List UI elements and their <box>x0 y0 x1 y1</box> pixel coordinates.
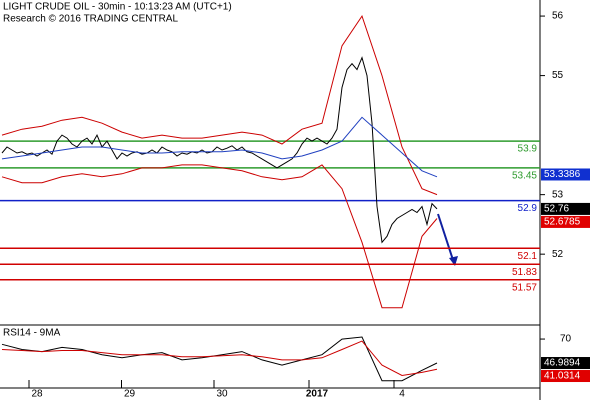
value-box-label: 41.0314 <box>544 371 581 382</box>
value-box <box>541 202 590 215</box>
value-box <box>541 168 590 181</box>
level-label: 51.83 <box>512 267 537 278</box>
level-label: 52.9 <box>518 203 538 214</box>
value-box-label: 46.9894 <box>544 358 581 369</box>
value-box-label: 53.3386 <box>544 169 581 180</box>
x-tick-label: 30 <box>216 389 228 400</box>
y-tick-label: 52 <box>552 249 564 260</box>
rsi-y-tick-label: 70 <box>560 334 572 345</box>
x-tick-label: 2017 <box>306 389 329 400</box>
chart-subtitle: Research © 2016 TRADING CENTRAL <box>3 14 178 25</box>
value-box <box>541 370 590 383</box>
value-box <box>541 215 590 228</box>
level-label: 51.57 <box>512 282 537 293</box>
series-line <box>1 336 438 382</box>
y-tick-label: 55 <box>552 70 564 81</box>
series-line <box>1 116 438 178</box>
x-tick-label: 29 <box>124 389 136 400</box>
chart-title: LIGHT CRUDE OIL - 30min - 10:13:23 AM (U… <box>3 2 232 13</box>
x-tick-label: 4 <box>399 389 405 400</box>
rsi-title: RSI14 - 9MA <box>3 328 61 339</box>
value-box-label: 52.76 <box>544 204 569 215</box>
level-label: 52.1 <box>518 251 538 262</box>
series-line <box>1 14 438 196</box>
level-label: 53.45 <box>512 170 537 181</box>
arrow-head <box>449 256 458 266</box>
series-line <box>1 340 438 377</box>
series-line <box>1 164 438 309</box>
value-box-label: 52.6785 <box>544 217 581 228</box>
series-line <box>1 56 438 244</box>
arrow <box>437 213 454 261</box>
level-label: 53.9 <box>518 144 538 155</box>
y-tick-label: 53 <box>552 189 564 200</box>
x-tick-label: 28 <box>31 389 43 400</box>
y-tick-label: 56 <box>552 11 564 22</box>
value-box <box>541 357 590 370</box>
